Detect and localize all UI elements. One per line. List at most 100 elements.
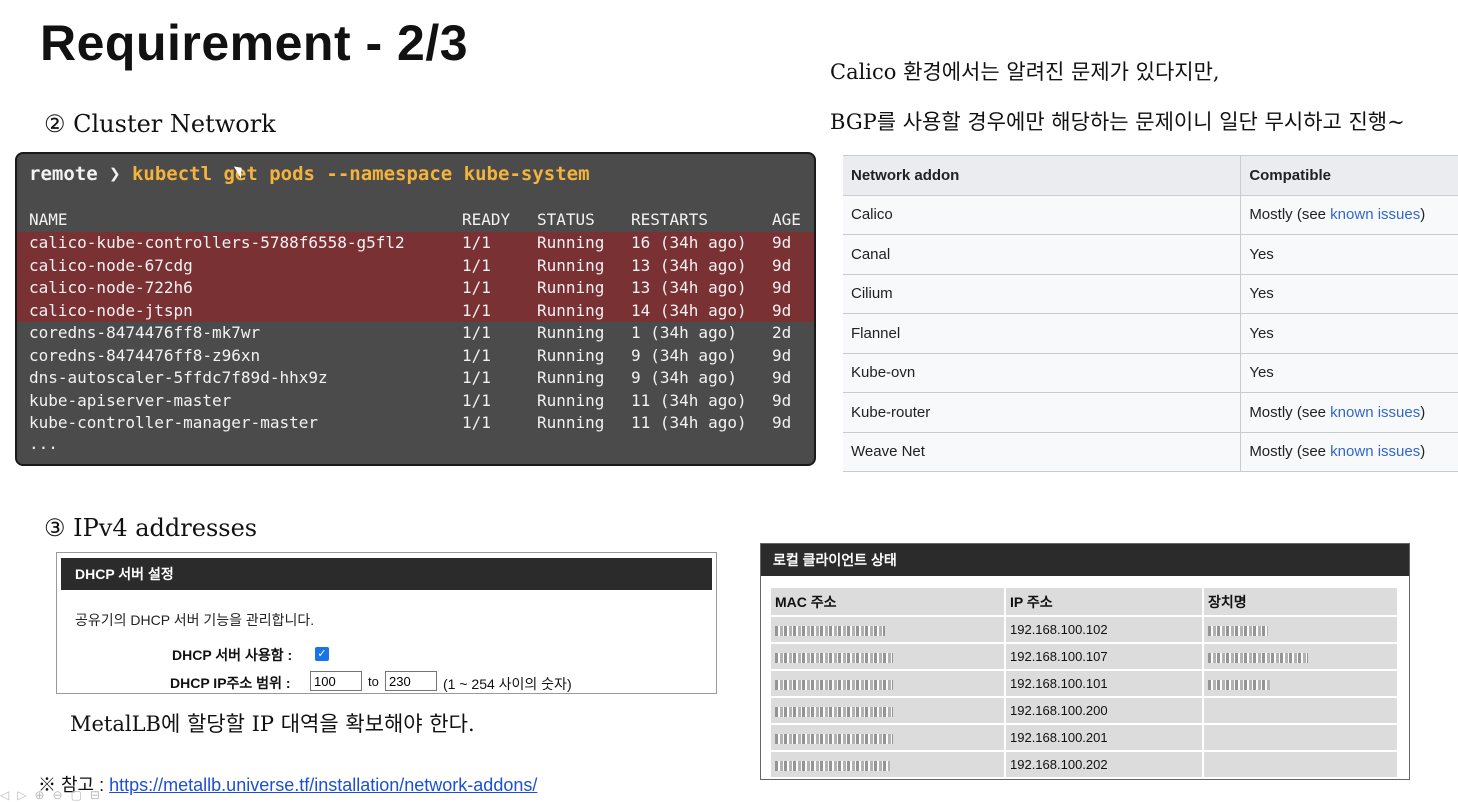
client-table: MAC 주소 IP 주소 장치명 192.168.100.102 192.168… bbox=[769, 586, 1399, 779]
pod-age: 9d bbox=[772, 368, 792, 387]
pod-row: dns-autoscaler-5ffdc7f89d-hhx9z 1/1 Runnin… bbox=[17, 367, 814, 390]
slide-toolbar-icons: ◁▷⊕⊖▢⊟ bbox=[0, 788, 108, 802]
pod-status: Running bbox=[537, 233, 605, 252]
addon-name: Cilium bbox=[843, 273, 1242, 314]
pod-restarts: 14 (34h ago) bbox=[631, 300, 747, 320]
pod-restarts: 13 (34h ago) bbox=[631, 255, 747, 275]
known-issues-link[interactable]: known issues bbox=[1330, 206, 1421, 224]
pod-restarts: 1 (34h ago) bbox=[631, 323, 737, 342]
slide-title: Requirement - 2/3 bbox=[40, 15, 469, 71]
header-age: AGE bbox=[772, 210, 801, 229]
reference-link[interactable]: https://metallb.universe.tf/installation… bbox=[109, 775, 538, 795]
client-row: 192.168.100.102 bbox=[771, 617, 1397, 642]
dhcp-enable-label: DHCP 서버 사용함 : bbox=[172, 647, 293, 663]
pod-name: kube-apiserver-master bbox=[29, 390, 232, 410]
pod-ready: 1/1 bbox=[462, 345, 491, 365]
client-row: 192.168.100.101 bbox=[771, 671, 1397, 696]
mac-redacted bbox=[771, 671, 1004, 696]
device-empty bbox=[1204, 752, 1397, 777]
header-device: 장치명 bbox=[1204, 588, 1397, 615]
pod-status: Running bbox=[537, 345, 605, 365]
pod-restarts: 11 (34h ago) bbox=[631, 390, 747, 410]
client-row: 192.168.100.201 bbox=[771, 725, 1397, 750]
pod-restarts: 16 (34h ago) bbox=[631, 233, 747, 252]
network-addon-table: Network addon Compatible Calico Mostly (s… bbox=[843, 155, 1458, 472]
pod-status: Running bbox=[537, 300, 605, 320]
client-row: 192.168.100.202 bbox=[771, 752, 1397, 777]
pod-status: Running bbox=[537, 390, 605, 410]
pod-row: calico-node-67cdg 1/1 Running 13 (34h ago) 9… bbox=[17, 254, 814, 277]
mac-redacted bbox=[771, 644, 1004, 669]
pod-ready: 1/1 bbox=[462, 323, 491, 342]
pod-name: calico-node-722h6 bbox=[29, 278, 193, 297]
addon-row: Calico Mostly (see known issues) bbox=[843, 194, 1458, 235]
dhcp-enable-checkbox[interactable]: ✓ bbox=[315, 647, 329, 661]
pod-restarts: 13 (34h ago) bbox=[631, 278, 747, 297]
pod-name: calico-node-jtspn bbox=[29, 300, 193, 320]
calico-note-line1: Calico 환경에서는 알려진 문제가 있다지만, bbox=[830, 60, 1220, 84]
addon-header-name: Network addon bbox=[843, 155, 1242, 196]
kubectl-command: kubectl get pods --namespace kube-system bbox=[131, 163, 590, 185]
addon-row: Kube-ovn Yes bbox=[843, 352, 1458, 393]
pod-ready: 1/1 bbox=[462, 300, 491, 320]
pod-restarts: 11 (34h ago) bbox=[631, 413, 747, 432]
addon-row: Weave Net Mostly (see known issues) bbox=[843, 431, 1458, 472]
pod-ready: 1/1 bbox=[462, 413, 491, 432]
header-ready: READY bbox=[462, 210, 511, 229]
header-status: STATUS bbox=[537, 210, 595, 229]
addon-compatibility: Yes bbox=[1240, 273, 1458, 314]
mac-redacted bbox=[771, 698, 1004, 723]
pod-status: Running bbox=[537, 278, 605, 297]
addon-compatibility: Yes bbox=[1240, 352, 1458, 393]
mac-redacted bbox=[771, 725, 1004, 750]
pod-ready: 1/1 bbox=[462, 278, 491, 297]
pod-row: calico-kube-controllers-5788f6558-g5fl2 1… bbox=[17, 232, 814, 255]
mac-redacted bbox=[771, 617, 1004, 642]
addon-row: Flannel Yes bbox=[843, 313, 1458, 354]
pod-status: Running bbox=[537, 368, 605, 387]
reference-prefix: ※ 참고 : bbox=[38, 775, 110, 795]
pod-restarts: 9 (34h ago) bbox=[631, 345, 737, 365]
pod-name: coredns-8474476ff8-mk7wr bbox=[29, 323, 261, 342]
addon-row: Kube-router Mostly (see known issues) bbox=[843, 392, 1458, 433]
pod-name: kube-controller-manager-master bbox=[29, 413, 318, 432]
cluster-network-heading: ② Cluster Network bbox=[44, 110, 276, 138]
known-issues-link[interactable]: known issues bbox=[1330, 403, 1421, 421]
pod-age: 9d bbox=[772, 278, 792, 297]
client-table-header: MAC 주소 IP 주소 장치명 bbox=[771, 588, 1397, 615]
pod-status: Running bbox=[537, 255, 605, 275]
pod-name: coredns-8474476ff8-z96xn bbox=[29, 345, 261, 365]
pod-row: kube-apiserver-master 1/1 Running 11 (34h a… bbox=[17, 390, 814, 413]
client-ip: 192.168.100.101 bbox=[1006, 671, 1202, 696]
addon-name: Weave Net bbox=[843, 431, 1242, 472]
dhcp-range-end-input[interactable]: 230 bbox=[385, 671, 437, 691]
pod-name: calico-kube-controllers-5788f6558-g5fl2 bbox=[29, 233, 405, 252]
pod-status: Running bbox=[537, 413, 605, 432]
known-issues-link[interactable]: known issues bbox=[1330, 443, 1421, 461]
addon-name: Kube-ovn bbox=[843, 352, 1242, 393]
pod-row: coredns-8474476ff8-mk7wr 1/1 Running 1 (34h… bbox=[17, 322, 814, 345]
client-row: 192.168.100.107 bbox=[771, 644, 1397, 669]
reference-line: ※ 참고 : https://metallb.universe.tf/insta… bbox=[38, 771, 537, 797]
device-redacted bbox=[1204, 644, 1397, 669]
pod-age: 9d bbox=[772, 233, 792, 252]
device-empty bbox=[1204, 725, 1397, 750]
prompt-label: remote ❯ bbox=[29, 163, 132, 185]
device-redacted bbox=[1204, 671, 1397, 696]
pod-ready: 1/1 bbox=[462, 233, 491, 252]
dhcp-range-label: DHCP IP주소 범위 : bbox=[170, 675, 291, 691]
header-mac: MAC 주소 bbox=[771, 588, 1004, 615]
addon-name: Flannel bbox=[843, 313, 1242, 354]
addon-compatibility: Mostly (see known issues) bbox=[1240, 392, 1458, 433]
addon-header-compatible: Compatible bbox=[1240, 155, 1458, 196]
pod-age: 9d bbox=[772, 390, 792, 410]
client-ip: 192.168.100.200 bbox=[1006, 698, 1202, 723]
client-ip: 192.168.100.202 bbox=[1006, 752, 1202, 777]
client-ip: 192.168.100.107 bbox=[1006, 644, 1202, 669]
pod-table: NAME READY STATUS RESTARTS AGE calico-ku… bbox=[17, 208, 814, 435]
client-ip: 192.168.100.201 bbox=[1006, 725, 1202, 750]
dhcp-range-start-input[interactable]: 100 bbox=[310, 671, 362, 691]
pod-age: 2d bbox=[772, 323, 792, 342]
dhcp-settings-panel: DHCP 서버 설정 공유기의 DHCP 서버 기능을 관리합니다. DHCP … bbox=[56, 552, 717, 694]
client-ip: 192.168.100.102 bbox=[1006, 617, 1202, 642]
